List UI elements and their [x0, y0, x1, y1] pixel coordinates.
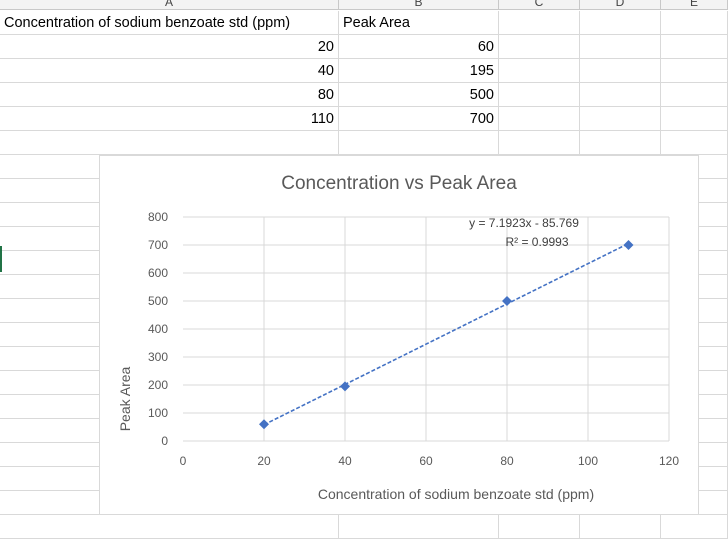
- data-point-diamond[interactable]: [623, 240, 634, 250]
- header-cell-peak-area[interactable]: Peak Area: [339, 11, 499, 35]
- data-point-diamond[interactable]: [502, 296, 512, 306]
- y-tick-label: 500: [148, 294, 168, 308]
- empty-cell[interactable]: [661, 83, 728, 107]
- x-tick-label: 80: [500, 454, 514, 468]
- empty-cell[interactable]: [580, 11, 661, 35]
- cell-concentration-4[interactable]: 110: [0, 107, 339, 131]
- empty-cell[interactable]: [499, 11, 580, 35]
- empty-cell[interactable]: [661, 35, 728, 59]
- x-tick-label: 120: [659, 454, 679, 468]
- empty-cell[interactable]: [580, 131, 661, 155]
- data-points: [259, 240, 634, 430]
- gridlines: [183, 216, 670, 442]
- empty-cell[interactable]: [499, 515, 580, 539]
- r-squared-label: R² = 0.9993: [505, 235, 568, 249]
- y-axis-label: Peak Area: [117, 366, 133, 431]
- y-tick-label: 100: [148, 406, 168, 420]
- cell-peak-area-1[interactable]: 60: [339, 35, 499, 59]
- empty-cell[interactable]: [499, 107, 580, 131]
- empty-cell[interactable]: [580, 59, 661, 83]
- y-tick-label: 0: [161, 434, 168, 448]
- empty-cell[interactable]: [661, 59, 728, 83]
- x-axis-ticks: 0 20 40 60 80 100 120: [180, 454, 680, 468]
- x-tick-label: 0: [180, 454, 187, 468]
- data-point-diamond[interactable]: [340, 381, 350, 392]
- x-tick-label: 40: [338, 454, 352, 468]
- empty-cell[interactable]: [339, 131, 499, 155]
- data-point-diamond[interactable]: [259, 419, 269, 430]
- empty-cell[interactable]: [661, 515, 728, 539]
- column-header-e[interactable]: E: [661, 0, 728, 10]
- empty-cell[interactable]: [0, 131, 339, 155]
- empty-cell[interactable]: [661, 131, 728, 155]
- row-selection-marker: [0, 246, 2, 272]
- cell-concentration-1[interactable]: 20: [0, 35, 339, 59]
- x-tick-label: 100: [578, 454, 598, 468]
- column-header-c[interactable]: C: [499, 0, 580, 10]
- column-header-a[interactable]: A: [0, 0, 339, 10]
- empty-cell[interactable]: [580, 107, 661, 131]
- column-header-b[interactable]: B: [339, 0, 499, 10]
- chart-title: Concentration vs Peak Area: [281, 173, 517, 194]
- empty-cell[interactable]: [499, 59, 580, 83]
- y-tick-label: 400: [148, 322, 168, 336]
- cell-concentration-2[interactable]: 40: [0, 59, 339, 83]
- empty-cell[interactable]: [499, 83, 580, 107]
- empty-cell[interactable]: [580, 35, 661, 59]
- x-axis-label: Concentration of sodium benzoate std (pp…: [318, 486, 594, 502]
- empty-cell[interactable]: [661, 107, 728, 131]
- empty-cell[interactable]: [661, 11, 728, 35]
- empty-cell[interactable]: [339, 515, 499, 539]
- header-cell-concentration[interactable]: Concentration of sodium benzoate std (pp…: [0, 11, 339, 35]
- empty-cell[interactable]: [499, 35, 580, 59]
- scatter-chart: Concentration vs Peak Area 0100200300400…: [117, 173, 680, 502]
- y-tick-label: 200: [148, 378, 168, 392]
- y-tick-label: 800: [148, 210, 168, 224]
- x-tick-label: 20: [257, 454, 271, 468]
- cell-peak-area-2[interactable]: 195: [339, 59, 499, 83]
- chart-area[interactable]: Concentration vs Peak Area 0 100 200 300 400…: [99, 155, 699, 515]
- cell-peak-area-3[interactable]: 500: [339, 83, 499, 107]
- column-header-d[interactable]: D: [580, 0, 661, 10]
- y-tick-label: 600: [148, 266, 168, 280]
- x-tick-label: 60: [419, 454, 433, 468]
- empty-cell[interactable]: [0, 515, 339, 539]
- cell-peak-area-4[interactable]: 700: [339, 107, 499, 131]
- trendline: [263, 242, 629, 426]
- trendline-equation: y = 7.1923x - 85.769: [469, 216, 579, 230]
- empty-cell[interactable]: [580, 515, 661, 539]
- cell-concentration-3[interactable]: 80: [0, 83, 339, 107]
- y-axis-ticks: 0 100 200 300 400 500 600 700 800: [148, 210, 168, 448]
- empty-cell[interactable]: [580, 83, 661, 107]
- y-tick-label: 700: [148, 238, 168, 252]
- empty-cell[interactable]: [499, 131, 580, 155]
- y-tick-label: 300: [148, 350, 168, 364]
